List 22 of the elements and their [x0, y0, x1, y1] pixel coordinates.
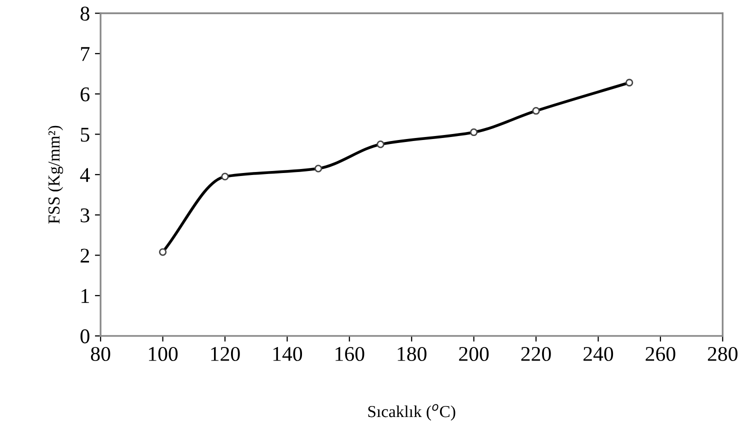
y-tick-label: 0 [80, 329, 90, 344]
x-tick-label: 240 [584, 346, 614, 361]
y-tick-label: 1 [82, 289, 89, 303]
y-tick-label: 3 [80, 208, 90, 222]
y-tick-label: 8 [80, 6, 90, 21]
y-tick-label: 5 [80, 128, 90, 142]
x-tick-label: 220 [521, 346, 551, 361]
x-tick-label: 180 [398, 346, 426, 361]
x-tick-label: 260 [646, 346, 676, 361]
y-tick-label: 4 [80, 168, 90, 182]
y-tick-label: 6 [80, 87, 90, 102]
x-tick-label: 120 [211, 346, 240, 361]
x-tick-label: 100 [148, 346, 178, 361]
x-tick-label: 280 [708, 346, 738, 361]
x-axis-title: Sıcaklık ($^{o}$C) [368, 404, 456, 421]
x-tick-label: 80 [90, 346, 110, 361]
x-tick-label: 160 [336, 346, 364, 361]
y-tick-label: 7 [81, 47, 90, 61]
x-tick-label: 140 [273, 346, 302, 361]
y-axis-title: FSS (Kg/mm²) [48, 126, 64, 224]
y-tick-label: 2 [80, 248, 90, 262]
x-tick-label: 200 [459, 346, 489, 361]
